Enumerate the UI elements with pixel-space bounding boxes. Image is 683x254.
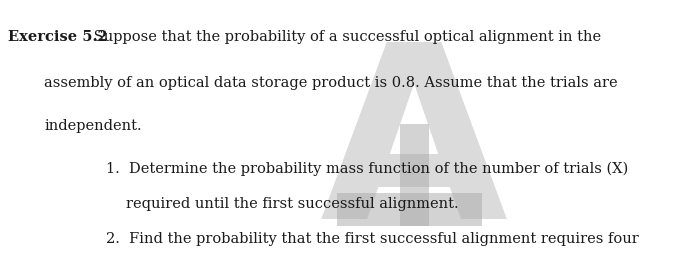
Text: A: A <box>320 34 507 254</box>
Bar <box>400 124 430 226</box>
Text: assembly of an optical data storage product is 0.8. Assume that the trials are: assembly of an optical data storage prod… <box>44 76 618 90</box>
Bar <box>337 193 482 226</box>
Text: 2.  Find the probability that the first successful alignment requires four: 2. Find the probability that the first s… <box>106 232 639 246</box>
Text: independent.: independent. <box>44 119 142 133</box>
Text: 1.  Determine the probability mass function of the number of trials (X): 1. Determine the probability mass functi… <box>106 161 628 176</box>
Text: Exercise 5.2: Exercise 5.2 <box>8 30 108 44</box>
Text: Suppose that the probability of a successful optical alignment in the: Suppose that the probability of a succes… <box>89 30 601 44</box>
Text: required until the first successful alignment.: required until the first successful alig… <box>126 197 459 211</box>
